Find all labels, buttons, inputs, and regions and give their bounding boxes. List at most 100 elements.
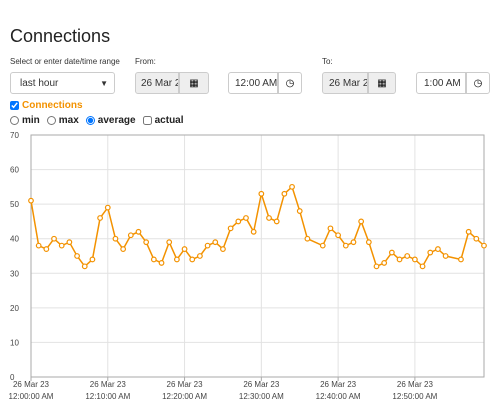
x-tick-label: 26 Mar 23 — [243, 380, 280, 389]
data-point — [143, 239, 150, 246]
from-clock-button[interactable]: ◷ — [278, 72, 302, 94]
y-tick-label: 30 — [10, 269, 19, 278]
data-point — [58, 242, 65, 249]
x-tick-label: 12:30:00 AM — [239, 392, 284, 401]
data-point — [388, 249, 395, 256]
x-tick-label: 12:20:00 AM — [162, 392, 207, 401]
data-point — [419, 263, 426, 270]
data-point — [120, 246, 127, 252]
data-point — [281, 190, 288, 197]
option[interactable]: actual — [142, 115, 184, 126]
option-radio[interactable] — [46, 116, 56, 125]
data-point — [220, 246, 226, 252]
data-point — [396, 256, 403, 263]
from-date-value: 26 Mar 23 — [141, 77, 178, 89]
data-point — [204, 242, 211, 249]
to-clock-button[interactable]: ◷ — [466, 72, 490, 94]
option[interactable]: max — [46, 115, 79, 126]
y-tick-label: 40 — [10, 235, 19, 244]
y-tick-label: 50 — [10, 200, 19, 209]
data-point — [427, 249, 434, 256]
data-point — [289, 183, 295, 190]
to-date[interactable]: 26 Mar 23 — [322, 72, 368, 94]
data-point — [74, 253, 80, 259]
from-date[interactable]: 26 Mar 23 — [135, 72, 179, 94]
data-point — [304, 235, 311, 242]
legend-label: Connections — [22, 100, 83, 111]
data-point — [465, 228, 472, 235]
from-calendar-button[interactable]: ▦ — [179, 72, 209, 94]
data-point — [227, 225, 234, 232]
x-tick-label: 26 Mar 23 — [13, 380, 50, 389]
page-title: Connections — [10, 26, 111, 46]
data-point — [97, 215, 104, 221]
data-point — [173, 256, 180, 263]
data-point — [158, 260, 165, 266]
data-point — [381, 260, 388, 266]
data-point — [250, 228, 257, 235]
y-tick-label: 60 — [10, 166, 19, 175]
data-point — [212, 239, 219, 246]
to-label: To: — [322, 57, 333, 66]
option-radio[interactable] — [10, 116, 19, 125]
x-tick-label: 26 Mar 23 — [167, 380, 204, 389]
data-point — [342, 242, 349, 249]
x-tick-label: 26 Mar 23 — [397, 380, 434, 389]
range-value: last hour — [20, 77, 59, 89]
data-point — [327, 225, 334, 232]
data-point — [350, 239, 357, 246]
to-calendar-button[interactable]: ▦ — [368, 72, 396, 94]
data-point — [150, 256, 157, 263]
option[interactable]: average — [85, 115, 136, 126]
data-point — [358, 218, 365, 225]
data-point — [181, 246, 188, 252]
option-checkbox[interactable] — [142, 116, 152, 125]
option-radio[interactable] — [85, 116, 95, 125]
series-toggle[interactable]: Connections — [10, 100, 83, 111]
data-point — [435, 246, 441, 252]
option-label: actual — [154, 115, 184, 126]
data-point — [243, 215, 249, 221]
range-label: Select or enter date/time range — [10, 57, 120, 66]
data-point — [473, 235, 480, 242]
from-time-value: 12:00 AM — [235, 77, 278, 89]
data-point — [296, 208, 303, 214]
data-point — [189, 256, 196, 263]
plot-area — [30, 134, 485, 378]
data-point — [481, 242, 487, 249]
to-date-value: 26 Mar 23 — [329, 77, 368, 89]
data-point — [258, 190, 265, 197]
data-point — [373, 263, 380, 270]
data-point — [135, 228, 142, 235]
data-point — [66, 239, 73, 246]
data-point — [235, 218, 242, 225]
data-point — [51, 235, 57, 242]
y-tick-label: 70 — [10, 131, 19, 140]
data-point — [197, 253, 203, 259]
from-label: From: — [135, 57, 156, 66]
data-point — [43, 246, 50, 252]
from-time[interactable]: 12:00 AM — [228, 72, 278, 94]
data-point — [112, 235, 119, 242]
to-time[interactable]: 1:00 AM — [416, 72, 466, 94]
x-tick-label: 12:00:00 AM — [9, 392, 54, 401]
data-point — [319, 242, 326, 249]
option-label: max — [58, 115, 79, 126]
data-point — [411, 256, 418, 263]
data-point — [335, 232, 342, 239]
data-point — [166, 239, 173, 246]
data-point — [273, 218, 280, 225]
range-select[interactable]: last hour ▼ — [10, 72, 115, 94]
x-tick-label: 12:10:00 AM — [85, 392, 130, 401]
chart: 0 10 20 30 40 50 60 70 26 Mar 23 12:00:00 AM 26 Ma… — [9, 131, 487, 401]
option[interactable]: min — [10, 115, 40, 126]
y-tick-label: 10 — [10, 338, 19, 347]
data-point — [266, 215, 272, 221]
data-point — [458, 256, 464, 263]
series-checkbox[interactable] — [10, 101, 19, 110]
data-point — [442, 253, 449, 259]
data-point — [127, 232, 134, 239]
x-tick-label: 26 Mar 23 — [90, 380, 127, 389]
data-point — [104, 204, 111, 211]
